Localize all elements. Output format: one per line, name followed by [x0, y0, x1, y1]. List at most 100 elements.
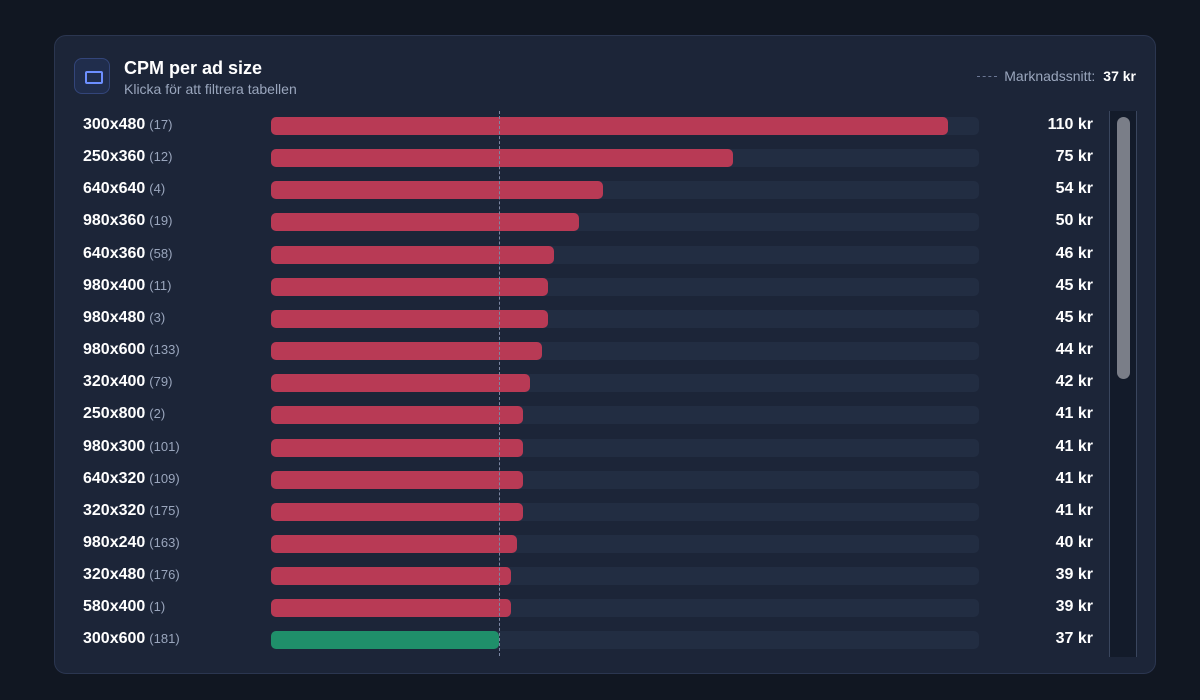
bar-track[interactable] [271, 277, 979, 296]
market-average-legend: Marknadssnitt: 37 kr [977, 68, 1136, 84]
bar[interactable] [271, 181, 604, 200]
row-label[interactable]: 980x480 (3) [83, 309, 165, 327]
bar-track[interactable] [271, 406, 979, 425]
value-label: 75 kr [1055, 148, 1093, 166]
value-label: 40 kr [1055, 533, 1093, 551]
ad-size-name: 980x600 [83, 341, 146, 359]
ad-size-name: 320x480 [83, 566, 146, 584]
chart-title: CPM per ad size [124, 58, 263, 78]
value-label: 50 kr [1055, 212, 1093, 230]
ad-size-count: (176) [149, 567, 180, 583]
ad-size-name: 320x400 [83, 373, 146, 391]
bar[interactable] [271, 599, 512, 618]
bar[interactable] [271, 277, 549, 296]
bar[interactable] [271, 534, 518, 553]
value-label: 37 kr [1055, 630, 1093, 648]
ad-size-name: 980x480 [83, 308, 146, 326]
value-label: 42 kr [1055, 373, 1093, 391]
row-label[interactable]: 320x320 (175) [83, 502, 180, 520]
value-label: 110 kr [1047, 116, 1093, 133]
bar[interactable] [271, 309, 549, 328]
ad-size-count: (12) [149, 149, 173, 165]
bar-track[interactable] [271, 374, 979, 393]
bar-track[interactable] [271, 502, 979, 521]
row-label[interactable]: 320x480 (176) [83, 566, 180, 584]
bar-track[interactable] [271, 599, 979, 618]
bar-track[interactable] [271, 470, 979, 489]
value-label: 46 kr [1055, 244, 1093, 262]
value-label: 41 kr [1055, 469, 1093, 487]
market-average-value: 37 kr [1103, 68, 1136, 84]
bar[interactable] [271, 374, 530, 393]
market-average-label: Marknadssnitt: [1004, 68, 1096, 84]
row-label[interactable]: 980x600 (133) [83, 341, 180, 359]
bar-track[interactable] [271, 438, 979, 457]
ad-size-count: (181) [149, 631, 180, 647]
bar-track[interactable] [271, 631, 979, 650]
bar-track[interactable] [271, 149, 979, 168]
ad-size-count: (3) [149, 309, 166, 325]
ad-size-name: 320x320 [83, 501, 146, 519]
ad-size-count: (175) [149, 502, 180, 518]
bar[interactable] [271, 470, 524, 489]
ad-size-count: (101) [149, 438, 180, 454]
bar[interactable] [271, 213, 579, 232]
row-label[interactable]: 300x600 (181) [83, 630, 180, 648]
row-label[interactable]: 640x640 (4) [83, 180, 165, 198]
cpm-card: CPM per ad size Klicka för att filtrera … [54, 35, 1156, 674]
bar[interactable] [271, 117, 949, 135]
row-label[interactable]: 980x240 (163) [83, 534, 180, 552]
value-label: 44 kr [1055, 341, 1093, 359]
row-label[interactable]: 300x480 (17) [83, 116, 172, 134]
bar-track[interactable] [271, 567, 979, 586]
row-label[interactable]: 250x800 (2) [83, 405, 165, 423]
row-label[interactable]: 580x400 (1) [83, 598, 165, 616]
value-label: 41 kr [1055, 501, 1093, 519]
row-label[interactable]: 980x360 (19) [83, 212, 172, 230]
value-label: 41 kr [1055, 437, 1093, 455]
ad-size-name: 640x640 [83, 180, 146, 198]
bar[interactable] [271, 149, 733, 168]
ad-size-name: 300x480 [83, 116, 146, 133]
bar-track[interactable] [271, 309, 979, 328]
ad-size-count: (17) [149, 117, 173, 132]
bar[interactable] [271, 438, 524, 457]
row-label[interactable]: 320x400 (79) [83, 373, 172, 391]
bar-track[interactable] [271, 245, 979, 264]
ad-size-count: (109) [149, 470, 180, 486]
rectangle-icon [85, 71, 103, 84]
ad-size-name: 250x800 [83, 405, 146, 423]
ad-size-count: (19) [149, 213, 173, 229]
ad-size-count: (1) [149, 599, 166, 615]
ad-size-count: (4) [149, 181, 166, 197]
bar-track[interactable] [271, 342, 979, 361]
chart-subtitle: Klicka för att filtrera tabellen [124, 81, 297, 97]
ad-size-name: 300x600 [83, 630, 146, 648]
ad-size-name: 980x360 [83, 212, 146, 230]
bar[interactable] [271, 502, 524, 521]
row-label[interactable]: 980x300 (101) [83, 438, 180, 456]
bar-track[interactable] [271, 181, 979, 200]
ad-size-count: (79) [149, 374, 173, 390]
bar-track[interactable] [271, 117, 979, 135]
bar[interactable] [271, 406, 524, 425]
bar-track[interactable] [271, 534, 979, 553]
scrollbar-thumb[interactable] [1117, 117, 1130, 379]
market-average-line [498, 111, 500, 656]
ad-size-count: (163) [149, 534, 180, 550]
scrollbar[interactable] [1109, 111, 1137, 657]
row-label[interactable]: 640x320 (109) [83, 470, 180, 488]
bar[interactable] [271, 567, 512, 586]
value-label: 45 kr [1055, 308, 1093, 326]
bar-chart: 300x480 (17) 110 kr 250x360 (12) 75 kr 640x640… [55, 111, 1155, 661]
value-label: 41 kr [1055, 405, 1093, 423]
row-label[interactable]: 980x400 (11) [83, 277, 171, 295]
bar-track[interactable] [271, 213, 979, 232]
bar[interactable] [271, 245, 555, 264]
bar[interactable] [271, 631, 499, 650]
dashed-line-icon [977, 75, 998, 77]
bar[interactable] [271, 342, 542, 361]
row-label[interactable]: 250x360 (12) [83, 148, 172, 166]
row-label[interactable]: 640x360 (58) [83, 245, 172, 263]
ad-size-name: 980x240 [83, 533, 146, 551]
